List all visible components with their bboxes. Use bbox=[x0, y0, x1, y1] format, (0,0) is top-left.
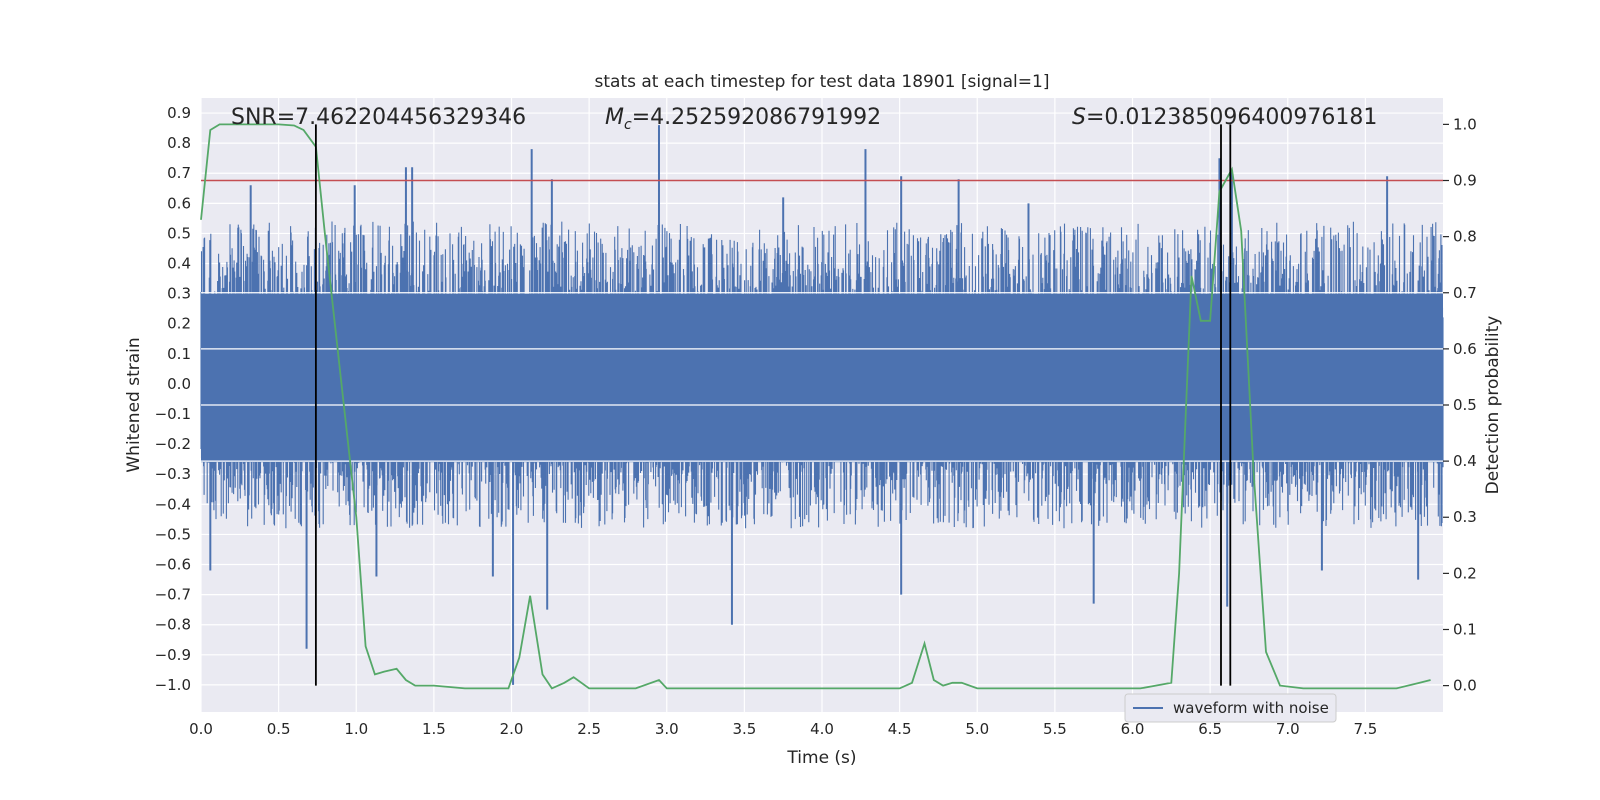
chirp-mass-value: =4.252592086791992 bbox=[632, 105, 881, 130]
y-tick-label: 0.9 bbox=[167, 104, 191, 122]
x-tick-label: 7.0 bbox=[1276, 720, 1300, 738]
x-tick-label: 0.5 bbox=[267, 720, 291, 738]
chirp-mass-symbol: M bbox=[605, 105, 624, 130]
y-tick-label: −0.7 bbox=[155, 586, 191, 604]
chirp-mass-annotation: Mc=4.252592086791992 bbox=[605, 105, 881, 133]
y2-tick-label: 0.6 bbox=[1453, 340, 1477, 358]
y2-tick-label: 0.0 bbox=[1453, 677, 1477, 695]
x-axis-label: Time (s) bbox=[786, 748, 856, 768]
y2-tick-label: 1.0 bbox=[1453, 115, 1477, 133]
y-tick-label: −1.0 bbox=[155, 676, 191, 694]
x-tick-label: 0.0 bbox=[189, 720, 213, 738]
y2-tick-label: 0.2 bbox=[1453, 564, 1477, 582]
x-tick-label: 3.5 bbox=[732, 720, 756, 738]
waveform-series bbox=[200, 125, 1444, 685]
y2-tick-label: 0.8 bbox=[1453, 228, 1477, 246]
y-tick-label: 0.0 bbox=[167, 375, 191, 393]
s-symbol: S bbox=[1072, 105, 1086, 130]
x-axis-ticks: 0.0 0.5 1.0 1.5 2.0 2.5 3.0 3.5 4.0 4.5 5.0 5.5 6.0 6… bbox=[189, 720, 1377, 738]
x-tick-label: 5.0 bbox=[965, 720, 989, 738]
y2-axis-ticks: 1.0 0.9 0.8 0.7 0.6 0.5 0.4 0.3 0.2 0.1 0.0 bbox=[1443, 115, 1477, 695]
y2-axis-label: Detection probability bbox=[1483, 316, 1503, 495]
y2-tick-label: 0.3 bbox=[1453, 508, 1477, 526]
y-tick-label: −0.6 bbox=[155, 556, 191, 574]
y-tick-label: 0.8 bbox=[167, 134, 191, 152]
y-tick-label: −0.5 bbox=[155, 525, 191, 543]
y2-tick-label: 0.7 bbox=[1453, 284, 1477, 302]
x-tick-label: 1.0 bbox=[344, 720, 368, 738]
y-tick-label: −0.1 bbox=[155, 405, 191, 423]
y-tick-label: 0.7 bbox=[167, 164, 191, 182]
y-tick-label: 0.1 bbox=[167, 345, 191, 363]
legend-box bbox=[1124, 693, 1337, 723]
x-tick-label: 1.5 bbox=[422, 720, 446, 738]
x-tick-label: 2.5 bbox=[577, 720, 601, 738]
y-tick-label: −0.8 bbox=[155, 616, 191, 634]
chirp-mass-subscript: c bbox=[624, 117, 632, 133]
y-tick-label: −0.3 bbox=[155, 465, 191, 483]
legend: waveform with noise bbox=[1124, 693, 1337, 723]
vertical-markers bbox=[314, 124, 1232, 686]
y2-tick-label: 0.4 bbox=[1453, 452, 1477, 470]
y-tick-label: 0.2 bbox=[167, 315, 191, 333]
legend-label: waveform with noise bbox=[1173, 699, 1329, 717]
waveform-core bbox=[201, 293, 1443, 463]
x-tick-label: 2.0 bbox=[500, 720, 524, 738]
x-tick-label: 5.5 bbox=[1043, 720, 1067, 738]
probability-series bbox=[200, 123, 1431, 690]
s-value: =0.012385096400976181 bbox=[1086, 105, 1377, 130]
y-tick-label: −0.4 bbox=[155, 495, 191, 513]
y-tick-label: 0.5 bbox=[167, 224, 191, 242]
y-axis-label: Whitened strain bbox=[124, 337, 144, 472]
x-tick-label: 4.0 bbox=[810, 720, 834, 738]
y-tick-label: −0.2 bbox=[155, 435, 191, 453]
y-tick-label: 0.4 bbox=[167, 255, 191, 273]
x-tick-label: 6.5 bbox=[1198, 720, 1222, 738]
y-tick-label: 0.6 bbox=[167, 194, 191, 212]
snr-annotation: SNR=7.462204456329346 bbox=[231, 105, 526, 130]
y-axis-ticks: 0.9 0.8 0.7 0.6 0.5 0.4 0.3 0.2 0.1 0.0 −0.1 −0.2 −0… bbox=[155, 104, 191, 694]
y-tick-label: −0.9 bbox=[155, 646, 191, 664]
chart-title: stats at each timestep for test data 189… bbox=[595, 72, 1050, 92]
y2-tick-label: 0.9 bbox=[1453, 172, 1477, 190]
x-tick-label: 4.5 bbox=[888, 720, 912, 738]
x-tick-label: 3.0 bbox=[655, 720, 679, 738]
probability-line bbox=[200, 123, 1431, 690]
y-tick-label: 0.3 bbox=[167, 285, 191, 303]
y2-tick-label: 0.5 bbox=[1453, 396, 1477, 414]
x-tick-label: 7.5 bbox=[1353, 720, 1377, 738]
s-annotation: S=0.012385096400976181 bbox=[1072, 105, 1377, 130]
x-tick-label: 6.0 bbox=[1121, 720, 1145, 738]
y2-tick-label: 0.1 bbox=[1453, 620, 1477, 638]
